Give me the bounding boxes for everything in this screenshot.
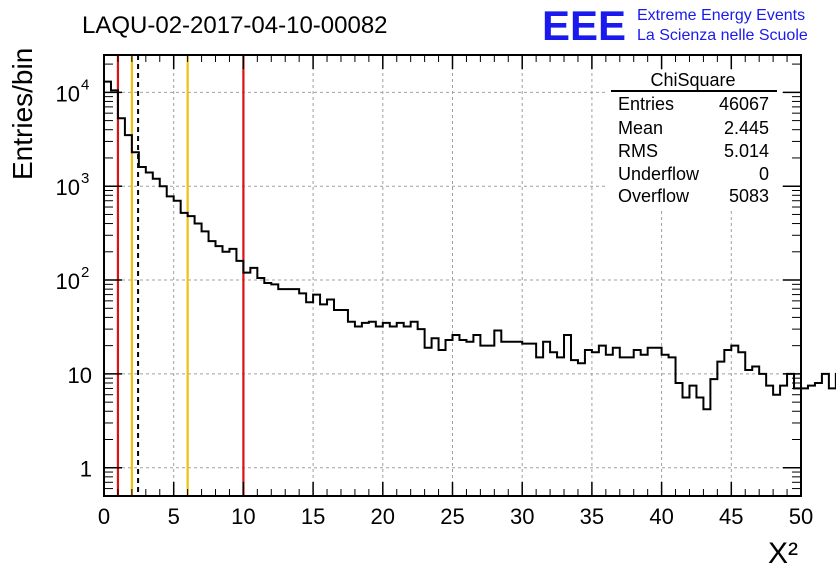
x-tick-label: 25 bbox=[440, 504, 464, 529]
x-tick-label: 15 bbox=[301, 504, 325, 529]
x-tick-label: 30 bbox=[510, 504, 534, 529]
stats-value-rms: 5.014 bbox=[724, 141, 769, 161]
marker-lines-layer bbox=[116, 55, 245, 496]
x-tick-label: 35 bbox=[580, 504, 604, 529]
stats-value-underflow: 0 bbox=[759, 164, 769, 184]
stats-value-mean: 2.445 bbox=[724, 118, 769, 138]
stats-value-overflow: 5083 bbox=[729, 186, 769, 206]
y-tick-label: 1 bbox=[80, 457, 92, 482]
y-axis-label: Entries/bin bbox=[7, 48, 38, 180]
eee-logo-text: EEE bbox=[542, 2, 626, 49]
stats-title: ChiSquare bbox=[650, 70, 735, 90]
stats-box: ChiSquare Entries 46067 Mean 2.445 RMS 5… bbox=[606, 70, 781, 208]
x-tick-label: 0 bbox=[98, 504, 110, 529]
logo-line-2: La Scienza nelle Scuole bbox=[637, 27, 808, 44]
y-tick-label: 10 bbox=[68, 363, 92, 388]
x-tick-label: 50 bbox=[789, 504, 813, 529]
y-tick-label: 10 bbox=[56, 175, 80, 200]
axis-ticks-layer bbox=[103, 55, 802, 496]
run-title: LAQU-02-2017-04-10-00082 bbox=[82, 12, 388, 39]
stats-label-entries: Entries bbox=[618, 94, 674, 114]
logo-line-1: Extreme Energy Events bbox=[637, 7, 805, 24]
x-tick-label: 10 bbox=[231, 504, 255, 529]
stats-label-underflow: Underflow bbox=[618, 164, 700, 184]
x-tick-label: 5 bbox=[168, 504, 180, 529]
y-tick-label-exponent: 4 bbox=[81, 76, 89, 93]
stats-label-rms: RMS bbox=[618, 141, 658, 161]
stats-value-entries: 46067 bbox=[719, 94, 769, 114]
histogram-series bbox=[103, 80, 836, 496]
y-tick-label-exponent: 3 bbox=[81, 170, 89, 187]
stats-label-overflow: Overflow bbox=[618, 186, 690, 206]
y-tick-label-exponent: 2 bbox=[81, 264, 89, 281]
x-tick-label: 45 bbox=[719, 504, 743, 529]
eee-logo: EEE Extreme Energy Events La Scienza nel… bbox=[542, 2, 808, 49]
y-tick-label: 10 bbox=[56, 81, 80, 106]
y-tick-label: 10 bbox=[56, 269, 80, 294]
stats-box-background bbox=[606, 72, 781, 208]
x-tick-label: 40 bbox=[649, 504, 673, 529]
x-tick-label: 20 bbox=[371, 504, 395, 529]
x-axis-label: X² bbox=[768, 537, 798, 570]
stats-label-mean: Mean bbox=[618, 118, 663, 138]
